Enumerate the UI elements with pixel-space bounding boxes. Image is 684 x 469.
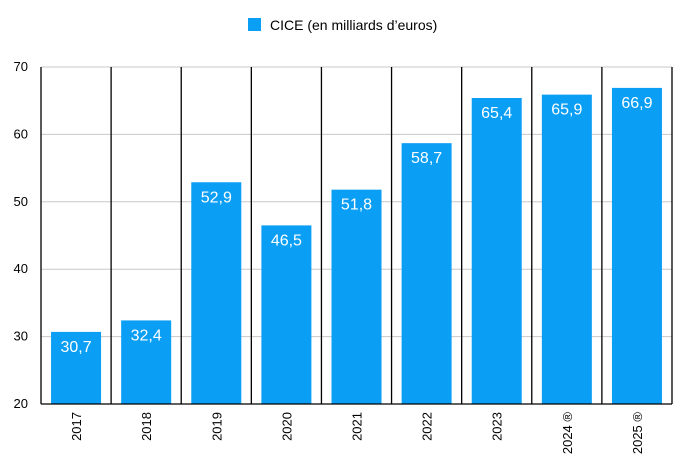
y-tick-label: 50 [14,194,28,209]
data-label: 51,8 [341,197,372,214]
bars [51,87,662,405]
x-tick-label: 2020 [279,412,294,441]
x-tick-labels: 2017 2018 2019 2020 2021 2022 2023 2024 ® 2025 ® [69,412,645,455]
bar [401,143,452,405]
data-label: 46,5 [271,232,302,249]
y-tick-label: 70 [14,59,28,74]
data-label: 52,9 [201,189,232,206]
legend: CICE (en milliards d’euros) [248,17,437,33]
x-tick-label: 2023 [490,412,505,441]
bar [611,87,662,405]
bar [191,182,242,404]
x-tick-label: 2019 [209,412,224,441]
bar [51,331,102,404]
y-tick-labels: 20 30 40 50 60 70 [14,59,28,411]
bar [261,225,312,404]
data-label: 66,9 [621,95,652,112]
x-tick-label: 2017 [69,412,84,441]
data-label: 58,7 [411,150,442,167]
bar [331,189,382,404]
axes [40,67,673,405]
x-tick-label: 2021 [350,412,365,441]
legend-label: CICE (en milliards d’euros) [270,17,437,33]
x-tick-label: 2025 ® [630,412,645,455]
category-separators [110,67,603,404]
data-label: 65,4 [481,105,512,122]
bar [471,98,522,404]
y-tick-label: 30 [14,329,28,344]
y-tick-label: 20 [14,396,28,411]
data-label: 32,4 [131,327,162,344]
data-label: 65,9 [551,102,582,119]
y-tick-label: 60 [14,126,28,141]
y-tick-label: 40 [14,261,28,276]
data-label: 30,7 [60,339,91,356]
x-tick-label: 2024 ® [560,412,575,455]
bar [121,320,172,404]
x-tick-label: 2022 [420,412,435,441]
bar [541,94,592,404]
x-tick-label: 2018 [139,412,154,441]
data-labels: 30,7 32,4 52,9 46,5 51,8 58,7 65,4 65,9 66,9 [60,95,652,356]
legend-swatch [248,18,261,31]
